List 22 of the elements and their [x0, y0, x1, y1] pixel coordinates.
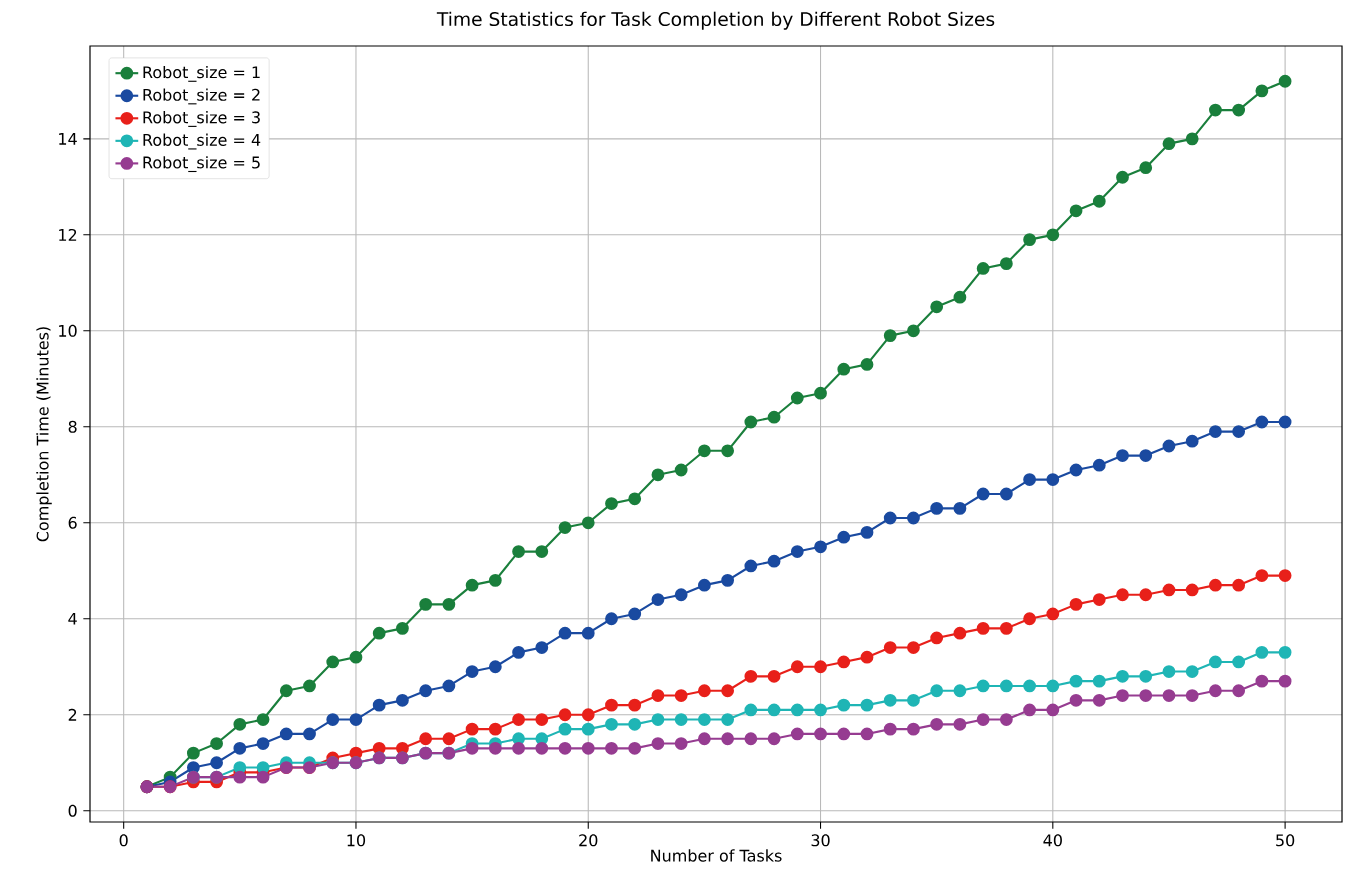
y-tick-label: 6	[68, 516, 77, 529]
y-tick-label: 4	[68, 612, 77, 625]
y-tick-label: 10	[59, 324, 77, 337]
x-tick-label: 0	[119, 834, 128, 847]
legend-label: Robot_size = 2	[143, 88, 260, 105]
y-tick-label: 2	[68, 708, 77, 721]
legend-label: Robot_size = 3	[143, 111, 260, 127]
y-tick-label: 14	[59, 133, 77, 145]
legend-label: Robot_size = 4	[143, 133, 261, 150]
x-axis-title: Number of Tasks	[651, 849, 782, 862]
y-axis-title: Completion Time (Minutes)	[36, 327, 52, 542]
x-tick-label: 50	[1276, 834, 1295, 847]
x-tick-label: 30	[811, 834, 830, 847]
x-tick-label: 40	[1043, 834, 1062, 847]
y-tick-label: 0	[68, 804, 77, 817]
chart-title: Time Statistics for Task Completion by Different Robot Sizes	[436, 11, 995, 30]
x-tick-label: 20	[579, 834, 598, 847]
y-tick-label: 12	[59, 228, 77, 241]
legend-label: Robot_size = 1	[143, 65, 260, 82]
legend-label: Robot_size = 5	[143, 156, 260, 173]
x-tick-label: 10	[347, 834, 366, 847]
y-tick-label: 8	[68, 420, 77, 433]
